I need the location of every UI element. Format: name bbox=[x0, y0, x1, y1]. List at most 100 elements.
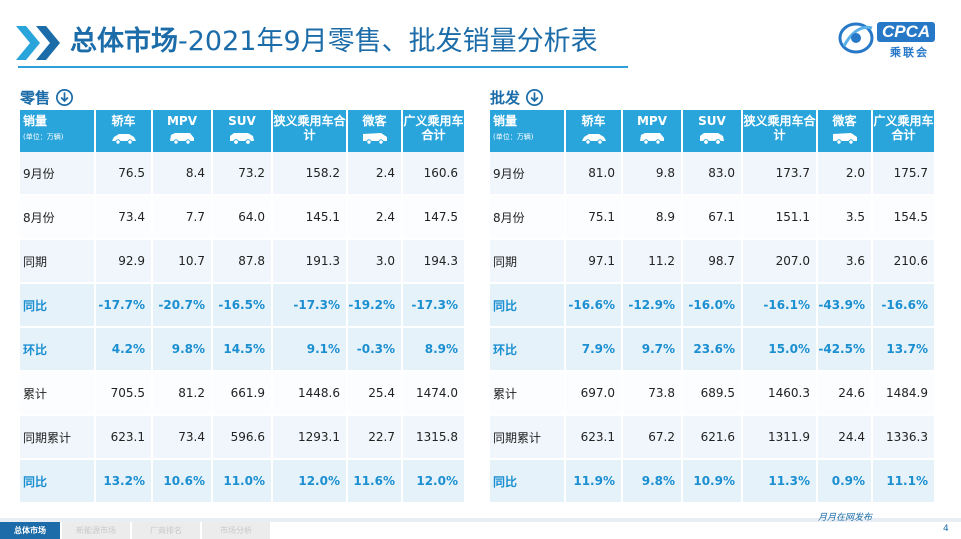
table-row: 8月份 75.1 8.9 67.1 151.1 3.5 154.5 bbox=[490, 196, 934, 240]
header-microvan-label: 微客 bbox=[362, 114, 387, 128]
table-cell: 10.6% bbox=[153, 460, 213, 504]
wholesale-table-body: 9月份 81.0 9.8 83.0 173.7 2.0 175.7 8月份 75.1 8.9 67.… bbox=[490, 152, 934, 504]
header-broad-total-label: 广义乘用车合计 bbox=[873, 114, 934, 142]
footer-tab-analysis[interactable]: 市场分析 bbox=[202, 522, 270, 539]
table-cell: 10.9% bbox=[683, 460, 743, 504]
table-cell: 10.7 bbox=[153, 240, 213, 284]
header-sedan-label: 轿车 bbox=[581, 114, 606, 128]
table-cell: 207.0 bbox=[743, 240, 818, 284]
table-row: 同比 -17.7% -20.7% -16.5% -17.3% -19.2% -17.3% bbox=[20, 284, 464, 328]
header-sales-label: 销量 bbox=[493, 114, 518, 128]
header-mpv-label: MPV bbox=[636, 114, 668, 128]
table-row: 环比 4.2% 9.8% 14.5% 9.1% -0.3% 8.9% bbox=[20, 328, 464, 372]
footer-tab-ranking[interactable]: 厂商排名 bbox=[132, 522, 200, 539]
header-unit-label: (单位：万辆) bbox=[23, 133, 64, 141]
header-divider bbox=[18, 66, 628, 68]
logo-subtext: 乘联会 bbox=[890, 46, 929, 59]
header-cell-sales: 销量 (单位：万辆) bbox=[20, 110, 96, 152]
table-cell: 12.0% bbox=[403, 460, 464, 504]
table-cell: 13.2% bbox=[96, 460, 153, 504]
table-cell: 191.3 bbox=[273, 240, 348, 284]
table-cell: 194.3 bbox=[403, 240, 464, 284]
table-cell: 8.9% bbox=[403, 328, 464, 372]
header-broad-total-label: 广义乘用车合计 bbox=[403, 114, 464, 142]
sedan-icon bbox=[111, 134, 136, 145]
retail-label: 零售 bbox=[20, 88, 51, 107]
table-row: 累计 697.0 73.8 689.5 1460.3 24.6 1484.9 bbox=[490, 372, 934, 416]
table-row: 环比 7.9% 9.7% 23.6% 15.0% -42.5% 13.7% bbox=[490, 328, 934, 372]
table-cell: 8.4 bbox=[153, 152, 213, 196]
header-cell-broad-total: 广义乘用车合计 bbox=[403, 110, 464, 152]
table-cell: 73.4 bbox=[153, 416, 213, 460]
header-cell-sedan: 轿车 bbox=[96, 110, 153, 152]
row-label: 同期累计 bbox=[20, 416, 96, 460]
page-title-sub: -2021年9月零售、批发销量分析表 bbox=[178, 26, 598, 57]
retail-table-body: 9月份 76.5 8.4 73.2 158.2 2.4 160.6 8月份 73.4 7.7 64.… bbox=[20, 152, 464, 504]
mpv-icon bbox=[170, 133, 194, 145]
table-cell: 11.0% bbox=[213, 460, 273, 504]
table-cell: -16.0% bbox=[683, 284, 743, 328]
table-cell: 151.1 bbox=[743, 196, 818, 240]
row-label: 同期 bbox=[20, 240, 96, 284]
table-cell: 689.5 bbox=[683, 372, 743, 416]
table-cell: 75.1 bbox=[566, 196, 623, 240]
table-cell: 73.4 bbox=[96, 196, 153, 240]
double-chevron-icon bbox=[16, 26, 60, 60]
cpca-logo-icon bbox=[838, 22, 874, 54]
header-cell-sedan: 轿车 bbox=[566, 110, 623, 152]
table-cell: 4.2% bbox=[96, 328, 153, 372]
table-cell: 81.2 bbox=[153, 372, 213, 416]
table-cell: 2.4 bbox=[348, 152, 403, 196]
table-cell: 9.8% bbox=[623, 460, 683, 504]
footer-tab-nev[interactable]: 新能源市场 bbox=[62, 522, 130, 539]
row-label: 8月份 bbox=[20, 196, 96, 240]
header-sales-label: 销量 bbox=[23, 114, 48, 128]
row-label: 同比 bbox=[20, 284, 96, 328]
table-cell: 0.9% bbox=[818, 460, 873, 504]
table-cell: 76.5 bbox=[96, 152, 153, 196]
header-cell-narrow-total: 狭义乘用车合计 bbox=[743, 110, 818, 152]
table-cell: 3.6 bbox=[818, 240, 873, 284]
table-cell: 1293.1 bbox=[273, 416, 348, 460]
table-row: 同比 -16.6% -12.9% -16.0% -16.1% -43.9% -16.6% bbox=[490, 284, 934, 328]
header-microvan-label: 微客 bbox=[832, 114, 857, 128]
table-cell: 67.1 bbox=[683, 196, 743, 240]
table-cell: 2.4 bbox=[348, 196, 403, 240]
table-row: 同期 97.1 11.2 98.7 207.0 3.6 210.6 bbox=[490, 240, 934, 284]
header-cell-suv: SUV bbox=[683, 110, 743, 152]
header-suv-label: SUV bbox=[698, 114, 726, 128]
table-row: 同期累计 623.1 67.2 621.6 1311.9 24.4 1336.3 bbox=[490, 416, 934, 460]
table-cell: 23.6% bbox=[683, 328, 743, 372]
table-row: 同期 92.9 10.7 87.8 191.3 3.0 194.3 bbox=[20, 240, 464, 284]
table-cell: 9.7% bbox=[623, 328, 683, 372]
retail-header-row: 销量 (单位：万辆) 轿车 MPV SUV bbox=[20, 110, 464, 152]
table-cell: 73.2 bbox=[213, 152, 273, 196]
table-cell: 13.7% bbox=[873, 328, 934, 372]
table-row: 同期累计 623.1 73.4 596.6 1293.1 22.7 1315.8 bbox=[20, 416, 464, 460]
footer-tab-overall[interactable]: 总体市场 bbox=[0, 522, 60, 539]
table-cell: 3.0 bbox=[348, 240, 403, 284]
table-row: 同比 13.2% 10.6% 11.0% 12.0% 11.6% 12.0% bbox=[20, 460, 464, 504]
wholesale-label: 批发 bbox=[490, 88, 521, 107]
logo-text: CPCA bbox=[877, 22, 936, 42]
down-arrow-circle-icon bbox=[56, 88, 74, 106]
table-cell: 158.2 bbox=[273, 152, 348, 196]
table-cell: -12.9% bbox=[623, 284, 683, 328]
header-cell-mpv: MPV bbox=[153, 110, 213, 152]
table-cell: 154.5 bbox=[873, 196, 934, 240]
header-cell-broad-total: 广义乘用车合计 bbox=[873, 110, 934, 152]
table-cell: 24.4 bbox=[818, 416, 873, 460]
retail-table: 销量 (单位：万辆) 轿车 MPV SUV bbox=[20, 110, 464, 504]
table-cell: -20.7% bbox=[153, 284, 213, 328]
header-narrow-total-label: 狭义乘用车合计 bbox=[273, 114, 346, 142]
table-row: 累计 705.5 81.2 661.9 1448.6 25.4 1474.0 bbox=[20, 372, 464, 416]
header-cell-microvan: 微客 bbox=[818, 110, 873, 152]
table-cell: -43.9% bbox=[818, 284, 873, 328]
suv-icon bbox=[230, 133, 254, 145]
sedan-icon bbox=[581, 134, 606, 145]
mpv-icon bbox=[640, 133, 664, 145]
table-cell: 173.7 bbox=[743, 152, 818, 196]
table-cell: 87.8 bbox=[213, 240, 273, 284]
table-cell: -42.5% bbox=[818, 328, 873, 372]
row-label: 同比 bbox=[490, 460, 566, 504]
